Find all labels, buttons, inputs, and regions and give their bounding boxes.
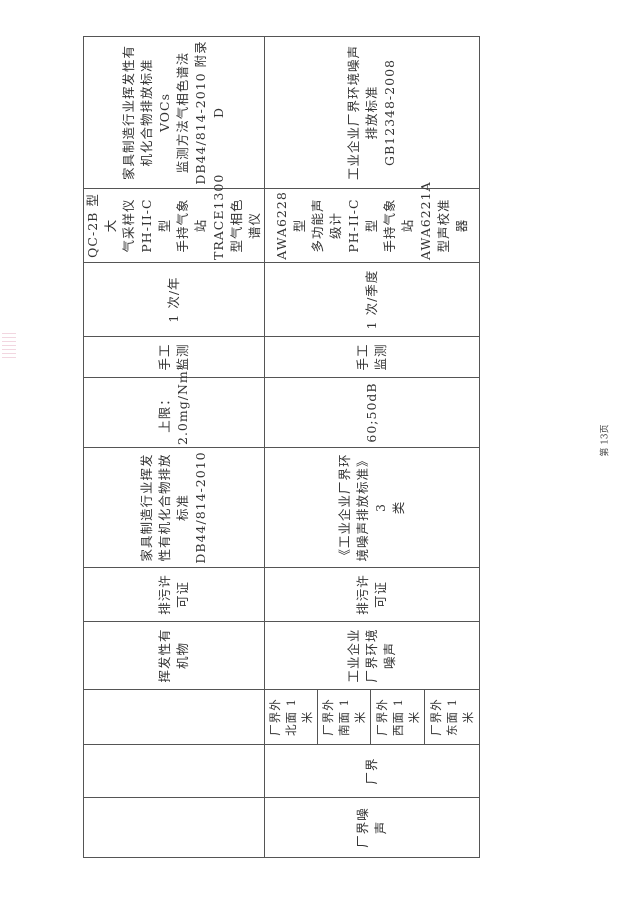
- cell-category: 厂界噪 声: [264, 797, 480, 858]
- cell-category: [83, 797, 265, 858]
- cell-location: [83, 744, 265, 798]
- scan-artifact: [2, 330, 16, 360]
- cell-standard: 《工业企业厂界环 境噪声排放标准》3 类: [264, 447, 480, 568]
- table-row-noise: 厂界噪 声 厂界 厂界外 北面 1 米 工业企业 厂界环境 噪声 排污许 可证 …: [264, 36, 480, 858]
- cell-mode: 手工 监测: [83, 336, 265, 378]
- cell-instrument: QC-2B 型大 气采样仪 PH-II-C 型 手持气象 站 TRACE1300…: [83, 174, 265, 263]
- cell-limit: 60;50dB: [264, 377, 480, 448]
- cell-limit: 上限： 2.0mg/Nm³: [83, 364, 265, 448]
- cell-mode: 手工 监测: [264, 336, 480, 378]
- cell-basis: 排污许 可证: [264, 567, 480, 622]
- cell-basis: 排污许 可证: [83, 567, 265, 622]
- cell-frequency: 1 次/季度: [264, 262, 480, 337]
- table-row-voc: 挥发性有 机物 排污许 可证 家具制造行业挥发 性有机化合物排放 标准 DB44…: [83, 36, 265, 858]
- cell-frequency: 1 次/年: [83, 262, 265, 337]
- cell-method: 家具制造行业挥发性有 机化合物排放标准 VOCs 监测方法气相色谱法 DB44/…: [83, 36, 265, 189]
- cell-point-north: 厂界外 北面 1 米: [264, 689, 318, 745]
- cell-point: [83, 689, 265, 745]
- monitoring-table: 挥发性有 机物 排污许 可证 家具制造行业挥发 性有机化合物排放 标准 DB44…: [83, 36, 480, 858]
- cell-point-west: 厂界外 西面 1 米: [370, 689, 425, 745]
- cell-point-south: 厂界外 南面 1 米: [317, 689, 371, 745]
- cell-location: 厂界: [264, 744, 480, 798]
- cell-method: 工业企业厂界环境噪声 排放标准 GB12348-2008: [264, 36, 480, 189]
- cell-standard: 家具制造行业挥发 性有机化合物排放 标准 DB44/814-2010: [83, 447, 265, 568]
- cell-pollutant: 工业企业 厂界环境 噪声: [264, 621, 480, 690]
- cell-pollutant: 挥发性有 机物: [83, 621, 265, 690]
- cell-instrument: AWA6228 型 多功能声 级计 PH-II-C 型 手持气象 站 AWA62…: [264, 181, 480, 263]
- cell-point-east: 厂界外 东面 1 米: [424, 689, 480, 745]
- page-number: 第 13页: [600, 424, 611, 457]
